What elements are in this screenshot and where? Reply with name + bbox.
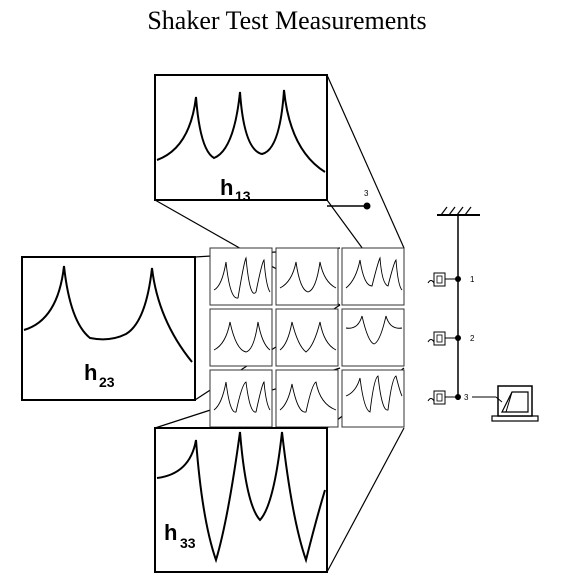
- panel-sub-h23: 23: [99, 374, 115, 390]
- matrix-cell-32: [275, 369, 339, 428]
- sensor-2: 2: [427, 331, 475, 346]
- panel-label-h23: h: [84, 360, 97, 385]
- zoom-panel-h13: h 13: [154, 74, 328, 204]
- matrix-cell-13: [341, 247, 405, 306]
- test-structure: [437, 206, 480, 400]
- sensor-3: 3: [427, 390, 496, 405]
- frf-curve-h23: [23, 265, 193, 363]
- frf-curve-h13: [156, 89, 326, 173]
- frf-matrix: [209, 247, 405, 428]
- matrix-cell-23: [341, 308, 405, 367]
- point-label-3: 3: [464, 393, 469, 402]
- matrix-cell-21: [209, 308, 273, 367]
- zoom-panel-h33: h 33: [154, 427, 328, 573]
- panel-sub-h33: 33: [180, 535, 196, 551]
- callout-point-3: 3: [327, 189, 371, 210]
- point-label-2: 2: [470, 334, 475, 343]
- matrix-cell-12: [275, 247, 339, 306]
- point-label-1: 1: [470, 275, 475, 284]
- zoom-panel-h23: h 23: [21, 256, 196, 401]
- matrix-cell-31: [209, 369, 273, 428]
- matrix-cell-22: [275, 308, 339, 367]
- shaker-icon: [491, 385, 539, 422]
- matrix-cell-11: [209, 247, 273, 306]
- callout-point-3-label: 3: [364, 189, 369, 198]
- sensor-1: 1: [427, 272, 475, 287]
- frf-curve-h33: [156, 431, 326, 564]
- page-title: Shaker Test Measurements: [147, 6, 427, 35]
- matrix-curves: [213, 256, 403, 413]
- matrix-cell-33: [341, 369, 405, 428]
- panel-label-h33: h: [164, 520, 177, 545]
- panel-sub-h13: 13: [235, 188, 251, 204]
- panel-label-h13: h: [220, 175, 233, 200]
